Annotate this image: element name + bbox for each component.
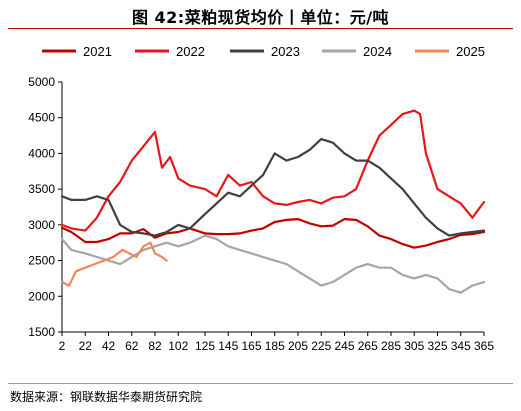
x-tick-label: 345 [451,339,471,353]
x-tick-label: 2 [59,339,66,353]
series-group [60,109,486,294]
y-tick-label: 2500 [28,254,55,268]
x-tick-label: 245 [334,339,354,353]
source-divider [8,383,513,384]
x-tick-label: 365 [474,339,494,353]
legend-label-2022: 2022 [176,44,205,59]
series-line-2025 [60,241,168,287]
legend-label-2023: 2023 [271,44,300,59]
chart-title: 图 42:菜粕现货均价丨单位：元/吨 [131,8,390,27]
x-tick-label: 42 [102,339,116,353]
x-tick-label: 205 [288,339,308,353]
legend-label-2021: 2021 [83,44,112,59]
title-divider [8,28,513,29]
x-tick-label: 325 [427,339,447,353]
x-tick-label: 62 [125,339,139,353]
x-tick-label: 185 [265,339,285,353]
legend: 2021 2022 2023 2024 2025 [42,44,485,59]
y-tick-label: 4500 [28,111,55,125]
series-line-2021 [60,218,486,249]
y-tick-label: 2000 [28,289,55,303]
legend-label-2024: 2024 [363,44,392,59]
source-note: 数据来源：钢联数据华泰期货研究院 [10,390,203,404]
x-tick-label: 22 [79,339,93,353]
x-tick-label: 225 [311,339,331,353]
y-tick-label: 4000 [28,146,55,160]
x-tick-label: 265 [358,339,378,353]
y-tick-label: 3000 [28,218,55,232]
x-tick-label: 165 [241,339,261,353]
x-tick-label: 145 [218,339,238,353]
x-tick-label: 125 [195,339,215,353]
y-tick-label: 3500 [28,182,55,196]
x-tick-label: 82 [148,339,162,353]
x-tick-label: 102 [168,339,188,353]
x-tick-label: 285 [381,339,401,353]
y-tick-label: 5000 [28,75,55,89]
x-tick-label: 305 [404,339,424,353]
series-line-2023 [60,138,486,237]
legend-label-2025: 2025 [456,44,485,59]
y-tick-label: 1500 [28,325,55,339]
line-chart: 2021 2022 2023 2024 2025 1500 2000 2500 3000 350… [28,44,494,353]
series-line-2024 [60,234,486,294]
series-line-2022 [60,109,486,232]
